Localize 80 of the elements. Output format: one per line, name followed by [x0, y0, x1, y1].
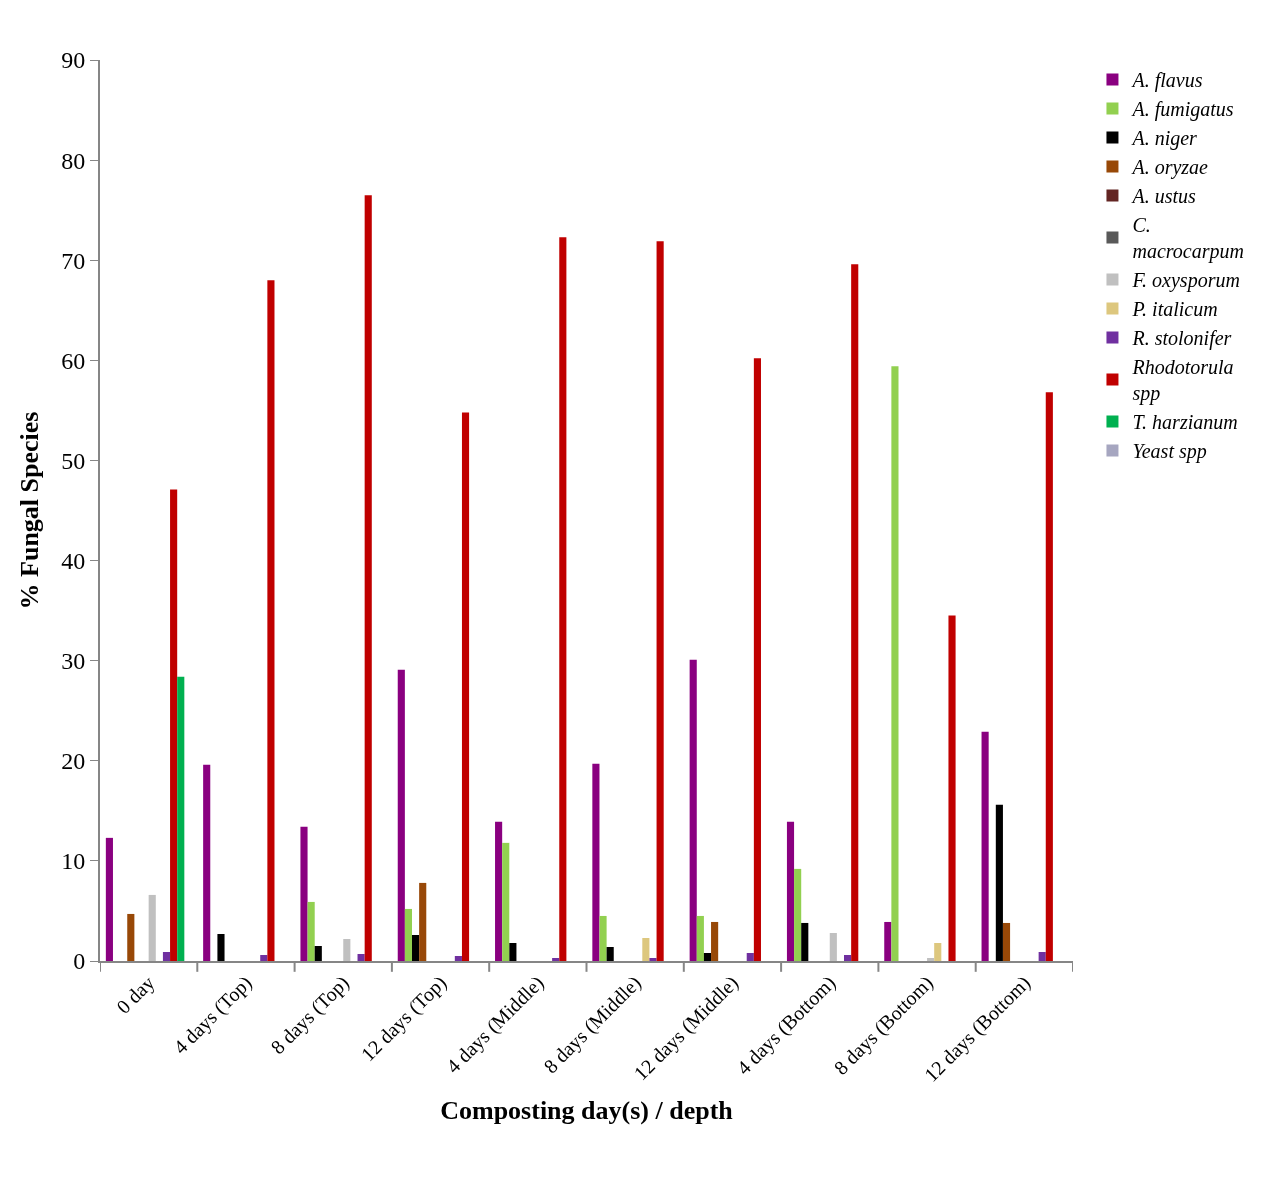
bar [454, 955, 462, 961]
bar [794, 868, 802, 961]
bar [357, 953, 365, 961]
bar [343, 938, 351, 961]
y-tick-label: 0 [73, 948, 86, 975]
legend-label: T. harzianum [1132, 411, 1238, 434]
y-tick-label: 70 [61, 247, 86, 274]
bar [934, 942, 942, 961]
y-tick-label: 10 [61, 848, 86, 875]
legend-label: A. flavus [1130, 69, 1203, 93]
bar [891, 366, 899, 961]
legend-label: A. niger [1130, 127, 1198, 151]
y-tick-label: 20 [61, 748, 86, 775]
bar [711, 921, 719, 961]
bar [696, 915, 704, 961]
y-axis-title: % Fungal Species [15, 411, 45, 610]
bar [127, 913, 135, 961]
legend-label: A. fumigatus [1130, 98, 1234, 122]
legend-label: A. ustus [1130, 185, 1197, 208]
bar [260, 954, 268, 961]
bar [948, 615, 956, 961]
bar [495, 821, 503, 961]
bar [703, 952, 712, 961]
bar [884, 921, 892, 961]
bar [203, 764, 211, 961]
bar [397, 669, 405, 961]
bar [105, 837, 113, 961]
bar [502, 842, 510, 961]
bar [412, 934, 420, 961]
bar [419, 882, 427, 961]
bar [177, 676, 185, 961]
legend-label: A. oryzae [1130, 156, 1209, 180]
bar [314, 945, 322, 961]
legend-label: P. italicum [1131, 298, 1218, 321]
x-tick-label: 0 day [111, 971, 160, 1019]
bar [599, 915, 607, 961]
bar [844, 954, 852, 961]
y-tick-label: 30 [61, 648, 86, 675]
bar [267, 280, 275, 961]
bar [829, 932, 837, 961]
y-tick-label: 40 [61, 547, 86, 574]
bar [217, 933, 225, 961]
bar [300, 826, 308, 961]
bar [746, 952, 754, 961]
x-axis-title: Composting day(s) / depth [440, 1095, 734, 1125]
legend-label: R. stolonifer [1131, 327, 1232, 351]
bar [1045, 392, 1053, 961]
legend-label: Yeast spp [1132, 440, 1207, 464]
legend-label: F. oxysporum [1131, 269, 1240, 293]
bar [461, 412, 470, 961]
bar [1002, 922, 1011, 961]
bar [851, 264, 859, 961]
bar [307, 901, 315, 961]
bar [559, 237, 567, 961]
bar [170, 489, 178, 961]
y-tick-label: 50 [61, 447, 86, 474]
bar [162, 951, 171, 961]
bar [148, 894, 156, 961]
bar [656, 241, 664, 961]
bar [1038, 951, 1046, 961]
bar [364, 195, 372, 961]
bar [801, 922, 809, 961]
bar [592, 763, 600, 961]
legend-label: Rhodotorula spp [1131, 356, 1234, 406]
bar [642, 937, 650, 961]
legend-label: C. macrocarpum [1132, 214, 1244, 264]
bar [786, 821, 795, 961]
bar [649, 958, 657, 961]
bar [606, 946, 614, 961]
bar [995, 804, 1003, 961]
bar [509, 942, 517, 961]
bar [927, 958, 935, 961]
bar [552, 958, 560, 961]
bar [689, 659, 697, 961]
bar [981, 731, 989, 961]
y-tick-label: 60 [61, 347, 86, 374]
y-tick-label: 80 [61, 147, 86, 174]
bar [753, 358, 761, 961]
bar [404, 908, 413, 961]
y-tick-label: 90 [61, 47, 86, 74]
